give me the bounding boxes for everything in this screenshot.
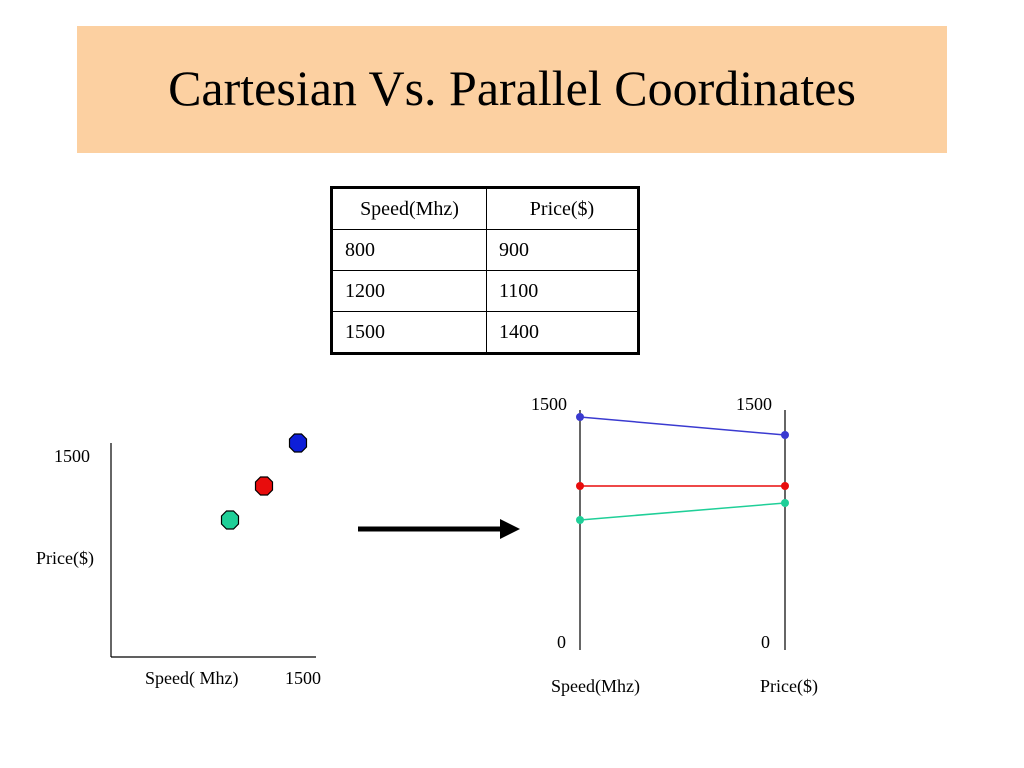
parallel-point-blue-speed: [576, 413, 584, 421]
parallel-right-top-tick: 1500: [736, 394, 772, 414]
parallel-point-green-price: [781, 499, 789, 507]
scatter-point-blue: [288, 433, 308, 453]
parallel-right-axis-label: Price($): [760, 676, 818, 697]
scatter-x-tick: 1500: [285, 668, 321, 688]
scatter-point-green: [220, 510, 240, 530]
page-title: Cartesian Vs. Parallel Coordinates: [168, 60, 856, 116]
table-cell: 1100: [486, 270, 639, 312]
scatter-x-label: Speed( Mhz): [145, 668, 238, 689]
parallel-left-bottom-tick: 0: [557, 632, 566, 652]
title-banner: Cartesian Vs. Parallel Coordinates: [77, 26, 947, 153]
parallel-point-red-speed: [576, 482, 584, 490]
table-row: 1200 1100: [331, 270, 639, 312]
table-header-speed: Speed(Mhz): [331, 187, 487, 230]
parallel-point-red-price: [781, 482, 789, 490]
scatter-y-tick: 1500: [54, 446, 90, 466]
parallel-line-green: [579, 502, 786, 521]
parallel-left-top-tick: 1500: [531, 394, 567, 414]
data-table: Speed(Mhz) Price($) 800 900 1200 1100 15…: [330, 186, 640, 355]
scatter-point-red: [254, 476, 274, 496]
parallel-left-axis-label: Speed(Mhz): [551, 676, 640, 697]
parallel-right-bottom-tick: 0: [761, 632, 770, 652]
parallel-line-blue: [579, 416, 786, 436]
table-header-price: Price($): [486, 187, 639, 230]
parallel-coordinates-plot: 1500 1500 0 0 Speed(Mhz) Price($): [531, 394, 818, 697]
table-cell: 1400: [486, 311, 639, 354]
scatter-y-label: Price($): [36, 548, 94, 569]
table-cell: 1500: [331, 311, 487, 354]
parallel-point-blue-price: [781, 431, 789, 439]
transform-arrow: [358, 519, 520, 539]
table-header-row: Speed(Mhz) Price($): [331, 187, 639, 230]
parallel-point-green-speed: [576, 516, 584, 524]
table-row: 1500 1400: [331, 311, 639, 354]
cartesian-plot: 1500 Price($) Speed( Mhz) 1500: [36, 433, 321, 689]
table-row: 800 900: [331, 229, 639, 271]
